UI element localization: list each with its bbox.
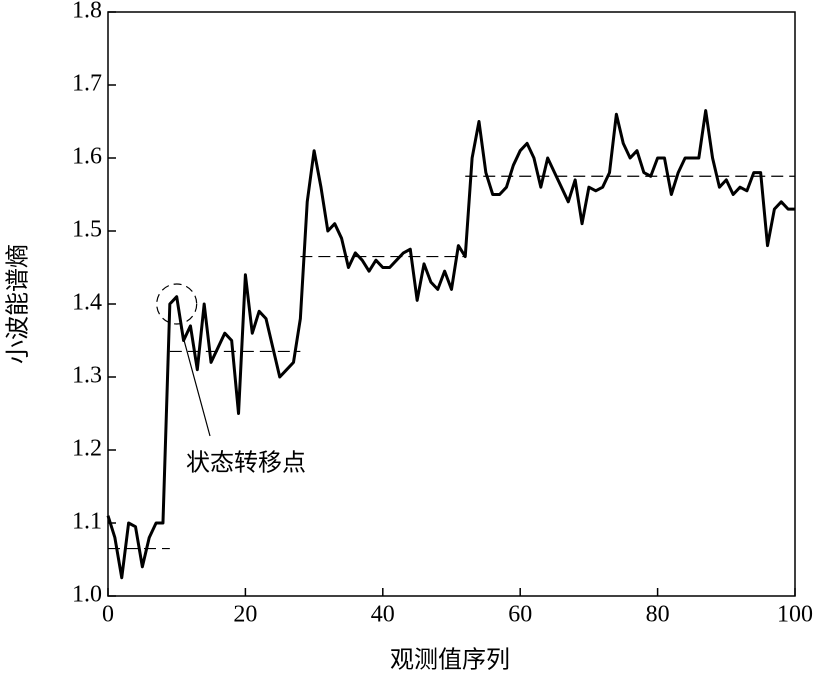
x-axis-label: 观测值序列	[390, 647, 510, 674]
annotation-circle	[156, 283, 198, 325]
x-tick-label: 100	[777, 602, 813, 628]
y-tick-label: 1.4	[72, 290, 102, 316]
data-line	[106, 109, 795, 580]
y-tick-label: 1.1	[72, 509, 102, 535]
y-tick-label: 1.0	[72, 582, 102, 608]
x-tick-label: 0	[102, 602, 114, 628]
annotation-text: 状态转移点	[186, 450, 306, 477]
y-tick-label: 1.5	[72, 217, 102, 243]
x-tick-label: 20	[233, 602, 257, 628]
x-tick-label: 40	[371, 602, 395, 628]
plot-frame	[107, 11, 796, 597]
annotation-arrow	[180, 327, 211, 437]
x-tick-label: 60	[508, 602, 532, 628]
x-tick-label: 80	[646, 602, 670, 628]
y-tick-label: 1.8	[72, 0, 102, 24]
y-tick-label: 1.6	[72, 144, 102, 170]
y-tick-label: 1.7	[72, 71, 102, 97]
y-axis-label: 小波能谱熵	[5, 244, 32, 364]
y-tick-label: 1.3	[72, 363, 102, 389]
y-tick-label: 1.2	[72, 436, 102, 462]
